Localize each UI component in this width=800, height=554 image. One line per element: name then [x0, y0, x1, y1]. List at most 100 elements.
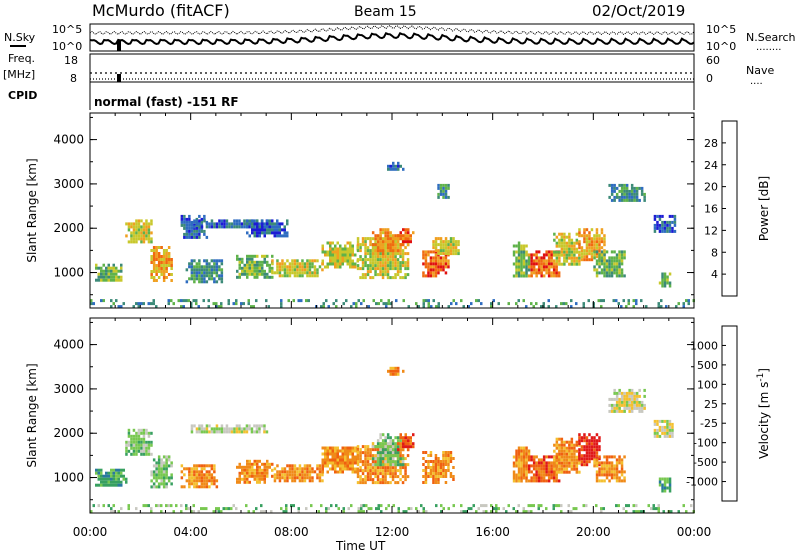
- data-cell: [389, 167, 392, 171]
- data-cell: [278, 271, 282, 275]
- data-cell: [404, 276, 407, 280]
- data-cell: [240, 430, 244, 434]
- data-cell: [449, 246, 453, 250]
- data-cell: [127, 428, 131, 432]
- data-cell: [376, 264, 380, 268]
- data-cell: [313, 274, 317, 278]
- data-cell: [137, 234, 141, 238]
- data-cell: [547, 299, 550, 303]
- data-cell: [608, 265, 611, 269]
- data-cell: [376, 478, 380, 482]
- data-cell: [346, 458, 349, 462]
- data-cell: [429, 256, 433, 260]
- data-cell: [555, 250, 559, 254]
- data-cell: [590, 442, 594, 446]
- data-cell: [656, 220, 659, 224]
- data-cell: [366, 237, 370, 241]
- data-cell: [165, 470, 168, 474]
- data-cell: [401, 475, 405, 479]
- data-cell: [253, 266, 256, 270]
- data-cell: [598, 479, 601, 483]
- data-cell: [575, 470, 579, 474]
- data-cell: [444, 271, 448, 275]
- data-cell: [366, 445, 370, 449]
- data-cell: [527, 262, 531, 266]
- data-cell: [563, 461, 566, 465]
- data-cell: [329, 256, 332, 260]
- data-cell: [575, 241, 579, 245]
- data-cell: [334, 265, 337, 269]
- data-cell: [404, 457, 407, 461]
- data-cell: [251, 254, 254, 258]
- data-cell: [235, 430, 239, 434]
- data-cell: [100, 480, 103, 484]
- data-cell: [387, 369, 390, 373]
- data-cell: [379, 258, 382, 262]
- data-cell: [152, 249, 156, 252]
- data-cell: [540, 305, 543, 309]
- data-cell: [628, 400, 631, 404]
- data-cell: [351, 458, 354, 462]
- data-cell: [402, 243, 405, 247]
- data-cell: [256, 468, 259, 472]
- data-cell: [268, 225, 271, 229]
- data-cell: [167, 252, 171, 255]
- data-cell: [444, 463, 448, 466]
- data-cell: [190, 427, 194, 431]
- data-cell: [381, 246, 385, 250]
- data-cell: [635, 510, 638, 514]
- data-cell: [389, 463, 392, 467]
- data-cell: [248, 269, 251, 273]
- colorbar-tick-label: -25: [700, 417, 718, 430]
- data-cell: [285, 510, 288, 514]
- data-region: [512, 446, 531, 483]
- data-cell: [152, 458, 156, 462]
- data-cell: [351, 262, 354, 266]
- data-cell: [344, 464, 347, 468]
- data-cell: [326, 452, 329, 456]
- data-cell: [165, 252, 168, 255]
- data-cell: [671, 428, 674, 432]
- data-cell: [271, 474, 274, 478]
- data-cell: [389, 240, 392, 244]
- data-cell: [525, 259, 528, 263]
- data-cell: [565, 259, 569, 263]
- data-cell: [545, 253, 548, 257]
- data-cell: [605, 274, 609, 278]
- data-cell: [326, 262, 329, 266]
- data-cell: [442, 457, 445, 460]
- data-cell: [668, 434, 672, 438]
- data-cell: [243, 222, 246, 226]
- data-cell: [558, 464, 561, 468]
- data-cell: [618, 476, 621, 480]
- data-cell: [127, 240, 131, 244]
- data-cell: [396, 264, 400, 268]
- data-cell: [671, 214, 674, 218]
- data-cell: [427, 305, 430, 309]
- data-cell: [238, 465, 241, 469]
- data-cell: [359, 249, 362, 253]
- data-cell: [346, 446, 349, 450]
- data-cell: [349, 461, 352, 465]
- data-cell: [210, 464, 214, 468]
- data-cell: [230, 225, 234, 229]
- data-cell: [475, 510, 478, 514]
- data-cell: [341, 452, 344, 456]
- data-cell: [152, 267, 156, 270]
- data-cell: [200, 427, 204, 431]
- data-cell: [102, 299, 105, 303]
- data-cell: [347, 507, 350, 511]
- data-cell: [120, 471, 123, 475]
- data-cell: [394, 460, 397, 464]
- data-cell: [235, 219, 239, 223]
- data-cell: [658, 226, 662, 230]
- data-cell: [638, 406, 641, 410]
- data-cell: [668, 483, 672, 487]
- data-cell: [334, 256, 337, 260]
- data-cell: [608, 256, 611, 260]
- data-cell: [384, 258, 387, 262]
- data-cell: [376, 475, 380, 479]
- data-cell: [585, 234, 589, 238]
- data-cell: [145, 219, 148, 223]
- data-cell: [286, 476, 289, 480]
